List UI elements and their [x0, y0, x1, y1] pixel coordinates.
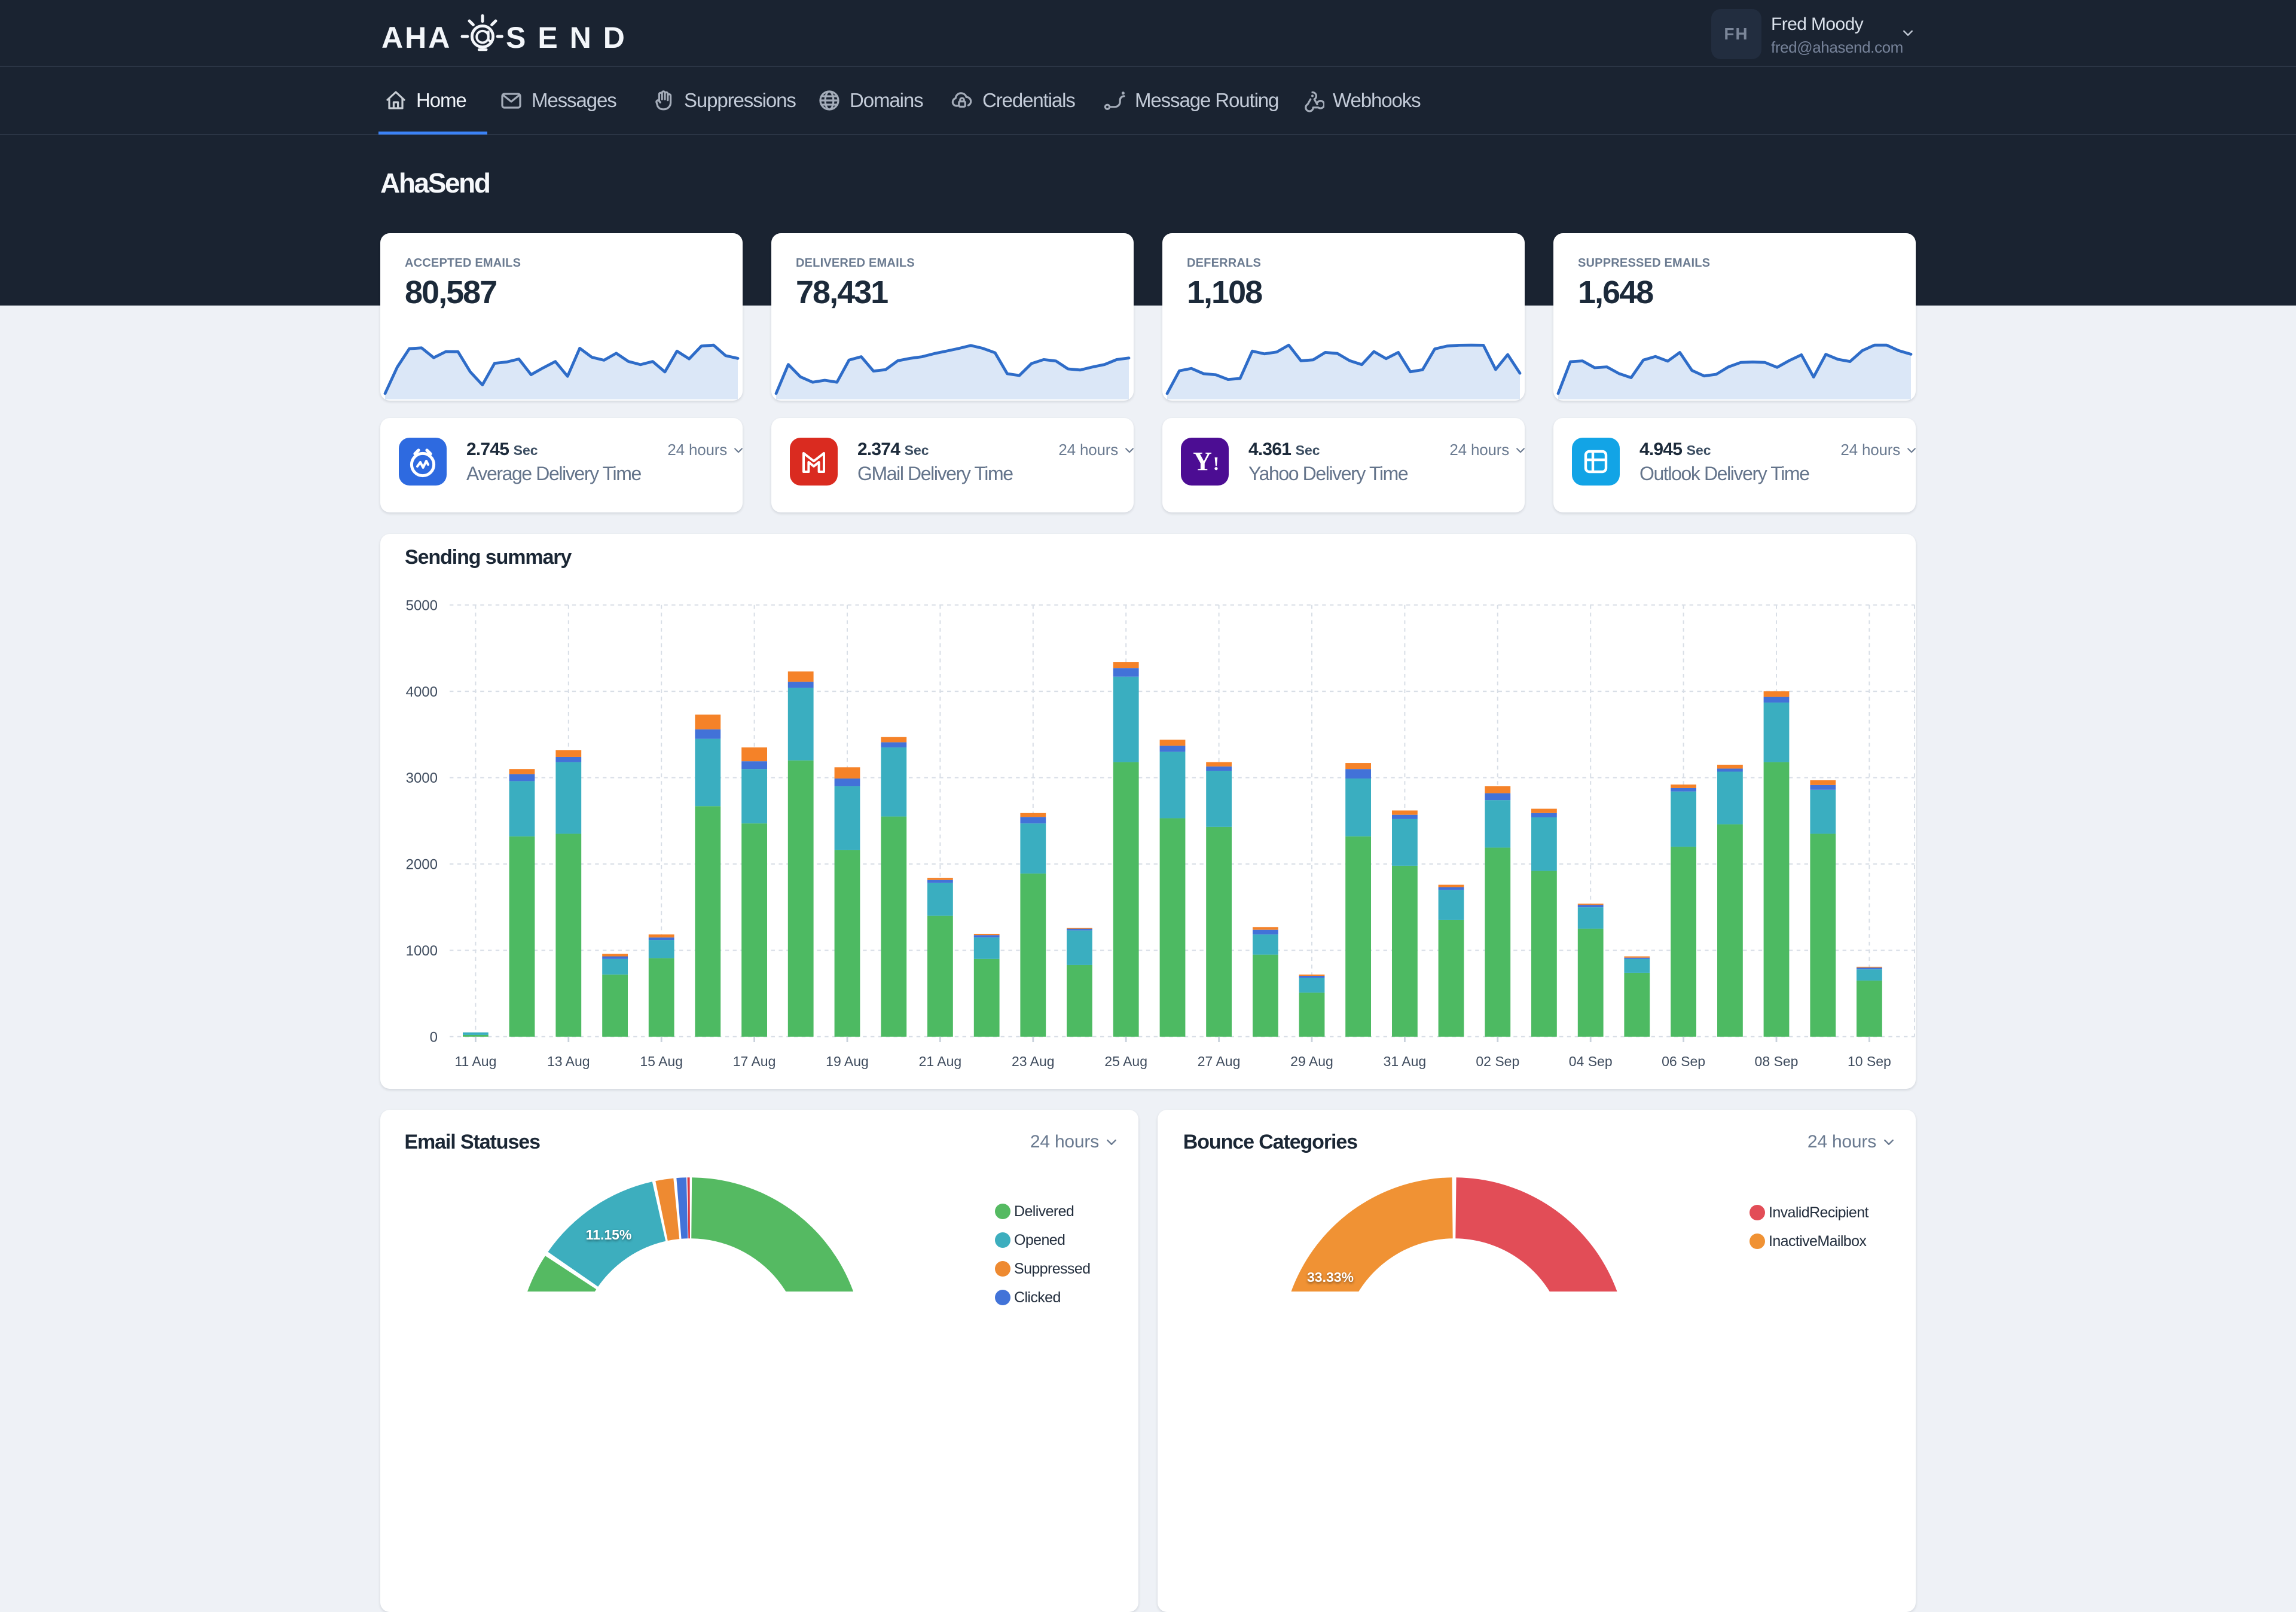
- svg-text:17 Aug: 17 Aug: [733, 1054, 776, 1069]
- svg-text:06 Sep: 06 Sep: [1662, 1054, 1705, 1069]
- svg-text:23 Aug: 23 Aug: [1012, 1054, 1055, 1069]
- svg-text:21 Aug: 21 Aug: [919, 1054, 962, 1069]
- svg-text:19 Aug: 19 Aug: [826, 1054, 869, 1069]
- svg-text:31 Aug: 31 Aug: [1384, 1054, 1427, 1069]
- svg-text:29 Aug: 29 Aug: [1290, 1054, 1333, 1069]
- svg-text:1000: 1000: [406, 943, 438, 959]
- svg-text:02 Sep: 02 Sep: [1476, 1054, 1519, 1069]
- svg-text:0: 0: [430, 1029, 438, 1045]
- svg-text:11.15%: 11.15%: [586, 1227, 632, 1242]
- svg-text:Y: Y: [1193, 447, 1212, 476]
- svg-text:04 Sep: 04 Sep: [1569, 1054, 1613, 1069]
- svg-text:10 Sep: 10 Sep: [1848, 1054, 1891, 1069]
- svg-text:08 Sep: 08 Sep: [1755, 1054, 1799, 1069]
- svg-text:11 Aug: 11 Aug: [454, 1054, 496, 1069]
- svg-text:15 Aug: 15 Aug: [640, 1054, 683, 1069]
- svg-text:3000: 3000: [406, 770, 438, 786]
- svg-text:!: !: [1213, 453, 1220, 474]
- svg-text:27 Aug: 27 Aug: [1198, 1054, 1241, 1069]
- svg-text:25 Aug: 25 Aug: [1104, 1054, 1147, 1069]
- svg-text:2000: 2000: [406, 857, 438, 873]
- svg-text:4000: 4000: [406, 684, 438, 700]
- svg-text:5000: 5000: [406, 597, 438, 613]
- svg-text:13 Aug: 13 Aug: [547, 1054, 590, 1069]
- svg-text:33.33%: 33.33%: [1307, 1269, 1354, 1285]
